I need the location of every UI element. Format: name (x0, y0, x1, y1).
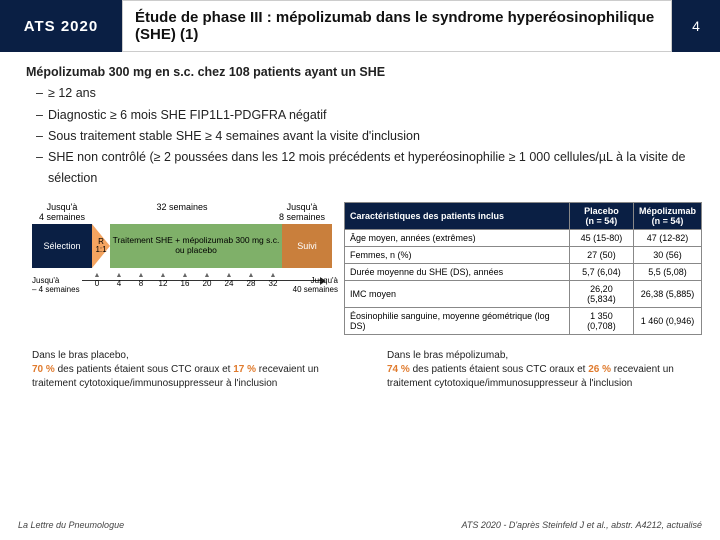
dg-label: Jusqu'à 8 semaines (272, 202, 332, 222)
th: Placebo (n = 54) (569, 202, 633, 229)
note-left: Dans le bras placebo, 70 % des patients … (32, 349, 347, 391)
th: Caractéristiques des patients inclus (345, 202, 570, 229)
logo: ATS 2020 (0, 0, 122, 52)
bullet-sub: Diagnostic ≥ 6 mois SHE FIP1L1-PDGFRA né… (48, 105, 702, 126)
treatment-box: Traitement SHE + mépolizumab 300 mg s.c.… (110, 224, 282, 268)
footer: La Lettre du Pneumologue ATS 2020 - D'ap… (18, 520, 702, 530)
header: ATS 2020 Étude de phase III : mépolizuma… (0, 0, 720, 52)
note-right: Dans le bras mépolizumab, 74 % des patie… (387, 349, 702, 391)
th: Mépolizumab (n = 54) (633, 202, 701, 229)
study-diagram: Jusqu'à 4 semaines 32 semaines Jusqu'à 8… (32, 202, 332, 335)
notes: Dans le bras placebo, 70 % des patients … (32, 349, 702, 391)
followup-box: Suivi (282, 224, 332, 268)
bullet-sub: SHE non contrôlé (≥ 2 poussées dans les … (48, 147, 702, 190)
bullet-sub: Sous traitement stable SHE ≥ 4 semaines … (48, 126, 702, 147)
characteristics-table: Caractéristiques des patients inclus Pla… (344, 202, 702, 335)
timeline-axis: Jusqu'à – 4 semaines 0 4 8 12 16 20 24 2… (32, 272, 332, 302)
bullet-list: Mépolizumab 300 mg en s.c. chez 108 pati… (32, 62, 702, 190)
selection-box: Sélection (32, 224, 92, 268)
slide-title: Étude de phase III : mépolizumab dans le… (122, 0, 672, 52)
footer-left: La Lettre du Pneumologue (18, 520, 124, 530)
randomization-triangle: R 1:1 (92, 224, 110, 268)
footer-right: ATS 2020 - D'après Steinfeld J et al., a… (461, 520, 702, 530)
bullet-sub: ≥ 12 ans (48, 83, 702, 104)
dg-label: Jusqu'à 4 semaines (32, 202, 92, 222)
bullet-main: Mépolizumab 300 mg en s.c. chez 108 pati… (26, 62, 702, 83)
page-number: 4 (672, 0, 720, 52)
dg-label: 32 semaines (122, 202, 242, 222)
